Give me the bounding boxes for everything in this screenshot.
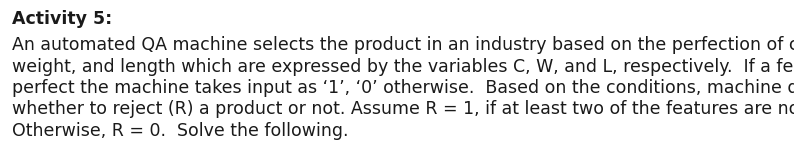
Text: weight, and length which are expressed by the variables C, W, and L, respectivel: weight, and length which are expressed b… bbox=[12, 58, 794, 75]
Text: perfect the machine takes input as ‘1’, ‘0’ otherwise.  Based on the conditions,: perfect the machine takes input as ‘1’, … bbox=[12, 79, 794, 97]
Text: Activity 5:: Activity 5: bbox=[12, 10, 112, 28]
Text: whether to reject (R) a product or not. Assume R = 1, if at least two of the fea: whether to reject (R) a product or not. … bbox=[12, 101, 794, 119]
Text: An automated QA machine selects the product in an industry based on the perfecti: An automated QA machine selects the prod… bbox=[12, 36, 794, 54]
Text: Otherwise, R = 0.  Solve the following.: Otherwise, R = 0. Solve the following. bbox=[12, 122, 349, 140]
